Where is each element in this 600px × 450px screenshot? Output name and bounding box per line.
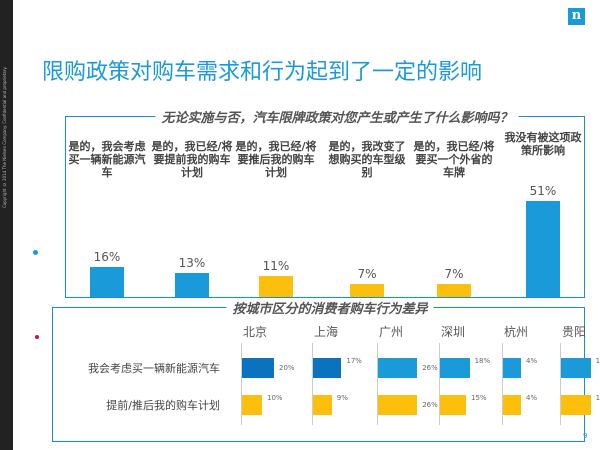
bar — [378, 358, 418, 378]
category-label: 是的，我已经/将要推后我的购车计划 — [235, 140, 317, 179]
bar-value-label: 4% — [526, 357, 538, 365]
category-label: 是的，我会考虑买一辆新能源汽车 — [68, 140, 146, 179]
bar-value-label: 9% — [336, 394, 348, 402]
bar-value-label: 7% — [357, 266, 377, 281]
row-label: 提前/推后我的购车计划 — [106, 399, 220, 412]
bar-value-label: 7% — [444, 266, 464, 281]
city-label: 北京 — [242, 325, 268, 339]
bar-value-label: 18% — [595, 357, 600, 365]
bar — [378, 395, 418, 415]
category-label: 是的，我改变了想购买的车型级别 — [328, 140, 406, 179]
bar — [526, 201, 560, 297]
city-label: 深圳 — [440, 325, 466, 339]
column-divider — [377, 343, 378, 425]
bar-value-label: 10% — [267, 394, 283, 402]
bar-value-label: 13% — [178, 255, 206, 270]
bar — [90, 266, 124, 297]
bar — [437, 283, 471, 297]
decor-dot — [35, 335, 39, 339]
category-label: 我没有被这项政策所影响 — [504, 131, 582, 157]
bar-value-label: 11% — [262, 259, 290, 274]
category-label: 是的，我已经/将要买一个外省的车牌 — [413, 140, 495, 179]
column-divider — [560, 343, 561, 425]
bar-value-label: 17% — [346, 357, 362, 365]
column-divider — [241, 343, 242, 425]
city-label: 广州 — [378, 325, 404, 339]
bar — [313, 395, 332, 415]
bar-value-label: 4% — [526, 394, 538, 402]
city-label: 贵阳 — [561, 325, 587, 339]
bar-value-label: 15% — [471, 394, 487, 402]
side-strip: Copyright © 2014 The Nielsen Company. Co… — [0, 0, 13, 450]
page-title: 限购政策对购车需求和行为起到了一定的影响 — [42, 60, 483, 85]
bar — [440, 358, 470, 378]
row-label: 我会考虑买一辆新能源汽车 — [88, 362, 220, 375]
copyright: Copyright © 2014 The Nielsen Company. Co… — [2, 66, 7, 208]
chart2-title: 按城市区分的消费者购车行为差异 — [226, 298, 434, 317]
bar-value-label: 26% — [422, 401, 438, 409]
bar — [175, 272, 209, 297]
page-number: 9 — [583, 432, 588, 440]
column-divider — [439, 343, 440, 425]
decor-dot — [33, 250, 38, 255]
nielsen-logo: n — [568, 8, 585, 25]
bar — [259, 276, 293, 297]
bar-value-label: 20% — [279, 364, 295, 372]
chart1-title: 无论实施与否，汽车限牌政策对您产生或产生了什么影响吗？ — [155, 107, 519, 126]
bar-value-label: 18% — [595, 394, 600, 402]
bar — [561, 358, 591, 378]
bar — [242, 395, 262, 415]
city-label: 上海 — [313, 325, 339, 339]
bar-value-label: 18% — [474, 357, 491, 365]
bar-value-label: 51% — [529, 184, 557, 199]
column-divider — [312, 343, 313, 425]
bar — [350, 283, 384, 297]
bar — [242, 358, 274, 378]
bar-value-label: 16% — [93, 249, 121, 264]
bar-value-label: 26% — [422, 364, 438, 372]
bar — [561, 395, 591, 415]
column-divider — [502, 343, 503, 425]
bar — [440, 395, 466, 415]
city-label: 杭州 — [503, 325, 529, 339]
bar — [503, 358, 521, 378]
bar — [503, 395, 521, 415]
bar — [313, 358, 342, 378]
category-label: 是的，我已经/将要提前我的购车计划 — [151, 140, 233, 179]
